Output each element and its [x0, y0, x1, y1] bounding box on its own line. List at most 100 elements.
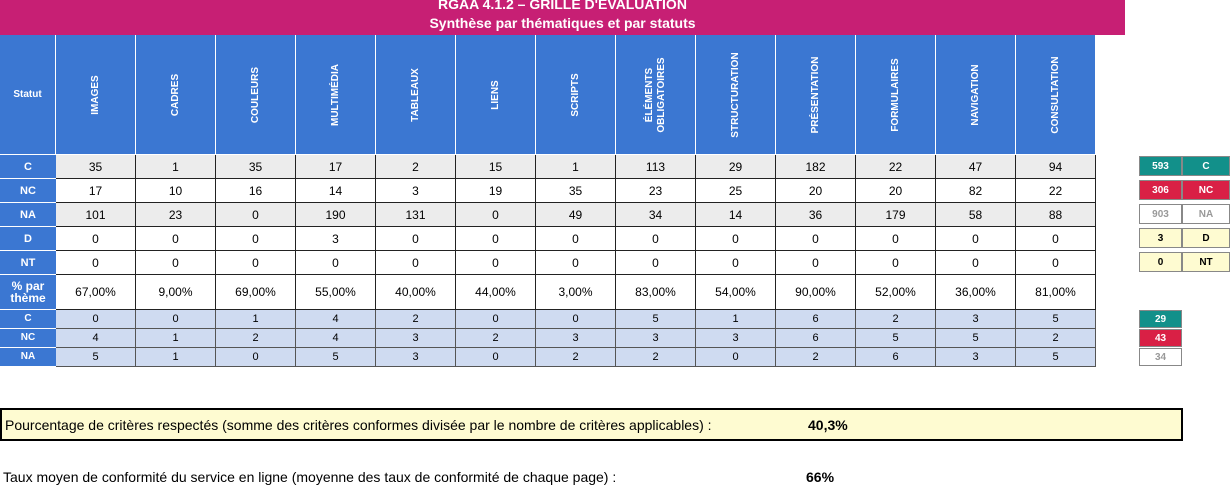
table-cell: 4	[296, 310, 376, 329]
row-status-label: D	[0, 227, 56, 251]
theme-header-label: MULTIMÉDIA	[329, 63, 341, 126]
table-cell: 101	[56, 203, 136, 227]
table-cell: 5	[1016, 348, 1096, 367]
table-cell: 3,00%	[536, 275, 616, 310]
row-status-label: C	[0, 155, 56, 179]
table-cell: 47	[936, 155, 1016, 179]
row-status-label: NT	[0, 251, 56, 275]
table-cell: 20	[776, 179, 856, 203]
table-cell: 182	[776, 155, 856, 179]
table-cell: 1	[696, 310, 776, 329]
table-row: NC 17 10 16 14 3 19 35 23 25 20 20 82 22	[0, 179, 1096, 203]
table-cell: 190	[296, 203, 376, 227]
table-cell: 113	[616, 155, 696, 179]
total-value: 903	[1139, 204, 1182, 224]
table-cell: 0	[136, 310, 216, 329]
theme-header: ÉLÉMENTS OBLIGATOIRES	[616, 35, 696, 155]
respected-criteria-label: Pourcentage de critères respectés (somme…	[5, 417, 712, 433]
table-row: NT 0 0 0 0 0 0 0 0 0 0 0 0 0	[0, 251, 1096, 275]
table-cell: 14	[296, 179, 376, 203]
table-cell: 20	[856, 179, 936, 203]
table-cell: 0	[216, 227, 296, 251]
total-status-label: C	[1182, 156, 1230, 176]
table-cell: 1	[536, 155, 616, 179]
row-status-label: NC	[0, 179, 56, 203]
table-cell: 0	[536, 227, 616, 251]
table-cell: 3	[376, 329, 456, 348]
table-cell: 0	[296, 251, 376, 275]
table-cell: 0	[616, 251, 696, 275]
table-cell: 1	[136, 348, 216, 367]
theme-header-label: FORMULAIRES	[889, 57, 901, 132]
table-cell: 90,00%	[776, 275, 856, 310]
table-cell: 52,00%	[856, 275, 936, 310]
table-cell: 2	[776, 348, 856, 367]
table-cell: 2	[856, 310, 936, 329]
theme-header-label: IMAGES	[89, 74, 101, 115]
table-cell: 5	[856, 329, 936, 348]
table-cell: 3	[536, 329, 616, 348]
total-value: 3	[1139, 228, 1182, 248]
table-cell: 35	[216, 155, 296, 179]
table-cell: 0	[696, 227, 776, 251]
table-cell: 2	[376, 155, 456, 179]
table-cell: 6	[776, 329, 856, 348]
row-status-label: % par thème	[0, 275, 56, 310]
theme-header-label: NAVIGATION	[969, 63, 981, 126]
table-cell: 0	[376, 227, 456, 251]
table-cell: 35	[536, 179, 616, 203]
theme-header: SCRIPTS	[536, 35, 616, 155]
table-cell: 0	[776, 251, 856, 275]
total-status-label: NT	[1182, 252, 1230, 272]
table-cell: 0	[216, 251, 296, 275]
table-cell: 58	[936, 203, 1016, 227]
table-cell: 0	[456, 348, 536, 367]
table-cell: 2	[616, 348, 696, 367]
table-cell: 10	[136, 179, 216, 203]
theme-header: FORMULAIRES	[856, 35, 936, 155]
theme-header-label: CADRES	[169, 73, 181, 116]
table-cell: 4	[56, 329, 136, 348]
table-cell: 94	[1016, 155, 1096, 179]
table-cell: 3	[936, 310, 1016, 329]
page-subtitle: Synthèse par thématiques et par statuts	[429, 15, 696, 31]
theme-header: MULTIMÉDIA	[296, 35, 376, 155]
total-status-label: NA	[1182, 204, 1230, 224]
table-cell: 0	[936, 251, 1016, 275]
table-cell: 0	[1016, 251, 1096, 275]
row-status-label: NA	[0, 348, 56, 367]
table-cell: 17	[56, 179, 136, 203]
table-cell: 4	[296, 329, 376, 348]
theme-header: CADRES	[136, 35, 216, 155]
table-cell: 2	[536, 348, 616, 367]
row-status-label: C	[0, 310, 56, 329]
theme-header-label: ÉLÉMENTS OBLIGATOIRES	[643, 56, 667, 133]
table-cell: 3	[376, 348, 456, 367]
page-total-value: 34	[1139, 348, 1182, 366]
total-status-label: NC	[1182, 180, 1230, 200]
theme-header-label: CONSULTATION	[1049, 55, 1061, 134]
total-value: 306	[1139, 180, 1182, 200]
table-cell: 3	[936, 348, 1016, 367]
table-cell: 0	[136, 227, 216, 251]
table-cell: 67,00%	[56, 275, 136, 310]
table-cell: 0	[696, 348, 776, 367]
theme-header-label: TABLEAUX	[409, 67, 421, 122]
theme-header: IMAGES	[56, 35, 136, 155]
table-cell: 5	[1016, 310, 1096, 329]
row-status-label: NC	[0, 329, 56, 348]
table-cell: 5	[56, 348, 136, 367]
respected-criteria-box: Pourcentage de critères respectés (somme…	[0, 408, 1183, 441]
respected-criteria-value: 40,3%	[808, 417, 848, 433]
table-cell: 0	[456, 310, 536, 329]
table-cell: 49	[536, 203, 616, 227]
table-cell: 0	[56, 227, 136, 251]
table-cell: 2	[1016, 329, 1096, 348]
theme-header: CONSULTATION	[1016, 35, 1096, 155]
theme-header: NAVIGATION	[936, 35, 1016, 155]
table-cell: 0	[56, 310, 136, 329]
table-cell: 82	[936, 179, 1016, 203]
table-cell: 0	[536, 251, 616, 275]
theme-header: STRUCTURATION	[696, 35, 776, 155]
